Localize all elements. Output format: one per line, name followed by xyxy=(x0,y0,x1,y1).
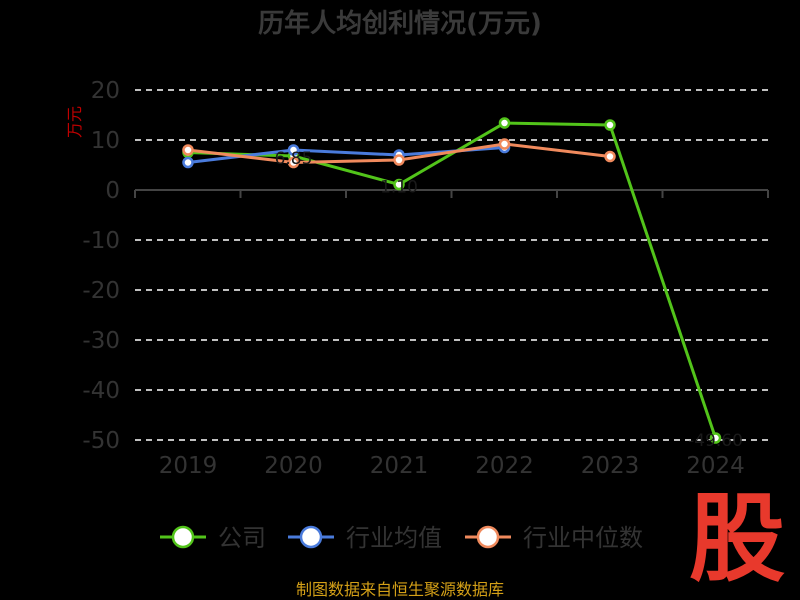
series-lines xyxy=(182,117,722,444)
y-tick-label: 0 xyxy=(105,178,120,204)
x-tick-label: 2020 xyxy=(264,453,323,479)
x-axis: 2019 2020 2021 2022 2023 2024 xyxy=(134,189,769,479)
data-point xyxy=(182,144,194,156)
data-point xyxy=(498,117,511,129)
series-line xyxy=(187,121,717,439)
x-tick-label: 2021 xyxy=(370,453,429,479)
source-note: 制图数据来自恒生聚源数据库 xyxy=(296,580,504,599)
chart-title: 历年人均创利情况(万元) xyxy=(258,8,542,39)
x-tick-label: 2019 xyxy=(159,453,218,479)
data-point xyxy=(287,156,300,169)
data-point xyxy=(182,156,194,169)
data-label: -49.60 xyxy=(688,431,743,451)
grid-lines xyxy=(135,89,768,441)
data-point xyxy=(604,119,616,131)
legend-label: 行业中位数 xyxy=(523,524,643,552)
y-tick-label: -40 xyxy=(82,378,120,404)
y-axis-label: 万元 xyxy=(65,106,84,138)
legend-label: 公司 xyxy=(218,524,266,552)
data-point xyxy=(287,144,300,156)
data-label: 1.10 xyxy=(380,178,418,198)
y-tick-label: 10 xyxy=(91,128,120,154)
y-tick-labels: 20 10 0 -10 -20 -30 -40 -50 xyxy=(82,78,120,454)
y-tick-label: -10 xyxy=(82,228,120,254)
y-tick-label: -30 xyxy=(82,328,120,354)
legend-marker xyxy=(299,525,323,549)
y-tick-label: -50 xyxy=(82,428,120,454)
logo-glyph: 股 xyxy=(689,483,785,595)
x-tick-label: 2022 xyxy=(475,453,534,479)
data-point xyxy=(709,432,722,444)
data-point xyxy=(498,138,511,150)
data-point xyxy=(604,150,616,163)
data-label: 6.85 xyxy=(275,149,313,169)
x-tick-label: 2023 xyxy=(581,453,640,479)
data-point xyxy=(393,178,405,191)
logo: 股 xyxy=(689,483,785,595)
legend-marker xyxy=(476,525,500,549)
data-point xyxy=(393,154,405,166)
x-tick-label: 2024 xyxy=(686,453,745,479)
legend-label: 行业均值 xyxy=(346,524,442,552)
data-labels: 6.85 1.10 -49.60 xyxy=(275,149,743,451)
legend: 公司 行业均值 行业中位数 xyxy=(160,524,643,552)
y-tick-label: -20 xyxy=(82,278,120,304)
y-tick-label: 20 xyxy=(91,78,120,104)
legend-marker xyxy=(171,525,195,549)
